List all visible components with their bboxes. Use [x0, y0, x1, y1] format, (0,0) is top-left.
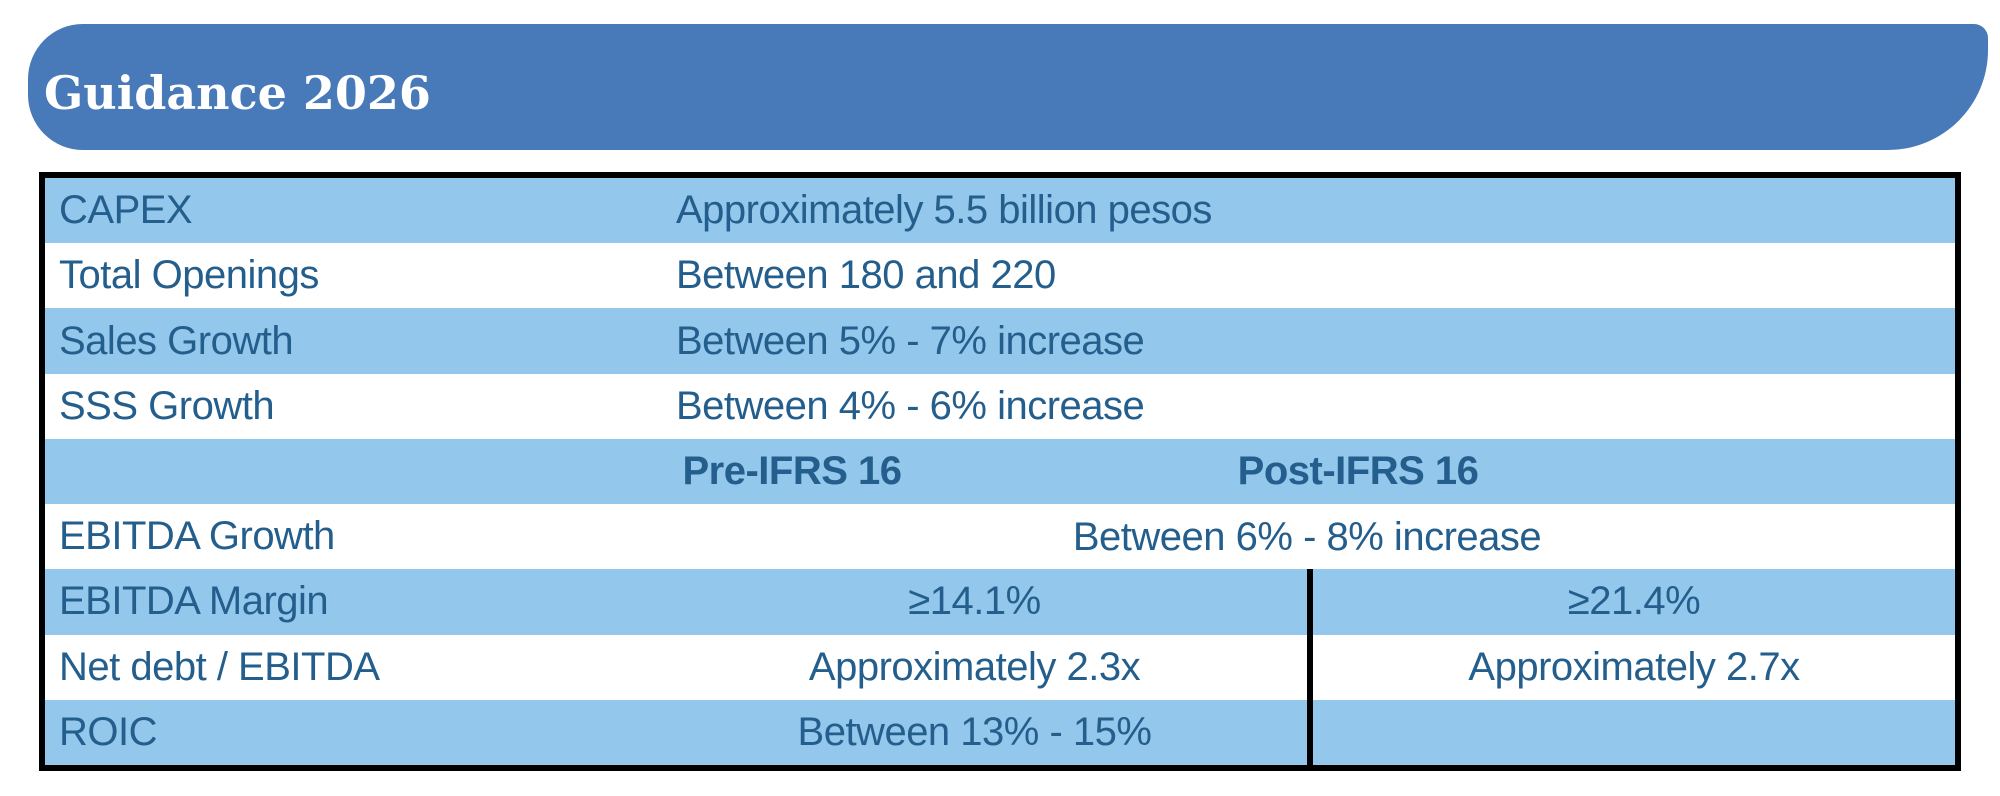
page-title: Guidance 2026: [44, 66, 431, 120]
post-ifrs-header: Post-IFRS 16: [1237, 449, 1479, 494]
table-row-ifrs-header: Pre-IFRS 16 Post-IFRS 16: [45, 438, 1955, 505]
row-label: ROIC: [59, 709, 158, 754]
table-row-roic: ROIC Between 13% - 15%: [45, 699, 1955, 765]
column-divider: [1307, 699, 1313, 765]
table-row-ebitda-margin: EBITDA Margin ≥14.1% ≥21.4%: [45, 569, 1955, 635]
column-divider: [1307, 634, 1313, 700]
row-value-pre: Approximately 2.3x: [808, 644, 1141, 689]
row-label: Total Openings: [59, 253, 319, 298]
row-label: EBITDA Margin: [59, 579, 329, 624]
row-value-post: Approximately 2.7x: [1468, 644, 1800, 689]
table-row-total-openings: Total Openings Between 180 and 220: [45, 243, 1955, 309]
row-label: SSS Growth: [59, 383, 275, 428]
row-label: Sales Growth: [59, 318, 294, 363]
table-row-sales-growth: Sales Growth Between 5% - 7% increase: [45, 308, 1955, 374]
pre-ifrs-header: Pre-IFRS 16: [682, 449, 902, 494]
row-value: Approximately 5.5 billion pesos: [676, 188, 1212, 233]
row-label: EBITDA Growth: [59, 514, 335, 559]
guidance-banner: Guidance 2026: [28, 24, 1988, 150]
table-row-ebitda-growth: EBITDA Growth Between 6% - 8% increase: [45, 504, 1955, 570]
guidance-table: CAPEX Approximately 5.5 billion pesos To…: [39, 172, 1961, 771]
column-divider: [1307, 569, 1313, 635]
row-value-pre: ≥14.1%: [908, 579, 1041, 624]
row-label: Net debt / EBITDA: [59, 644, 380, 689]
row-value: Between 5% - 7% increase: [676, 318, 1145, 363]
row-label: CAPEX: [59, 188, 193, 233]
row-value-pre: Between 13% - 15%: [797, 709, 1152, 754]
table-row-sss-growth: SSS Growth Between 4% - 6% increase: [45, 373, 1955, 439]
row-value-post: ≥21.4%: [1567, 579, 1701, 624]
table-row-capex: CAPEX Approximately 5.5 billion pesos: [45, 178, 1955, 244]
row-value-merged: Between 6% - 8% increase: [1072, 514, 1542, 559]
row-value: Between 180 and 220: [676, 253, 1056, 298]
row-value: Between 4% - 6% increase: [676, 383, 1145, 428]
table-row-net-debt: Net debt / EBITDA Approximately 2.3x App…: [45, 634, 1955, 700]
row-value-post: [1313, 700, 1955, 765]
